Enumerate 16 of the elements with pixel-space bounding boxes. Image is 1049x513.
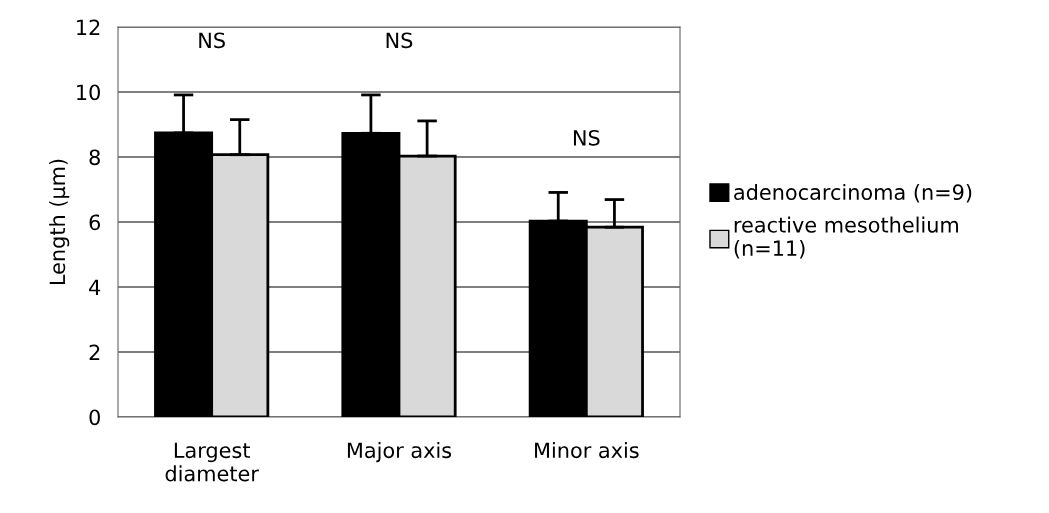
legend-label: reactive mesothelium (n=11) <box>734 216 958 259</box>
y-axis-title: Length (μm) <box>49 159 70 285</box>
x-tick-label: Minor axis <box>535 442 639 459</box>
y-tick-label: 0 <box>89 409 100 426</box>
y-tick-label: 8 <box>89 149 100 166</box>
legend-label: adenocarcinoma (n=9) <box>734 183 972 203</box>
x-tick-label: Largest diameter <box>165 442 259 482</box>
x-tick-label: Major axis <box>347 442 452 463</box>
annotation: NS <box>573 129 600 146</box>
y-tick-label: 10 <box>77 84 100 101</box>
y-tick-label: 12 <box>77 19 100 35</box>
y-tick-label: 4 <box>89 279 101 295</box>
y-tick-label: 2 <box>89 344 100 360</box>
annotation: NS <box>386 32 413 49</box>
y-tick-label: 6 <box>89 214 101 231</box>
annotation: NS <box>199 32 225 49</box>
